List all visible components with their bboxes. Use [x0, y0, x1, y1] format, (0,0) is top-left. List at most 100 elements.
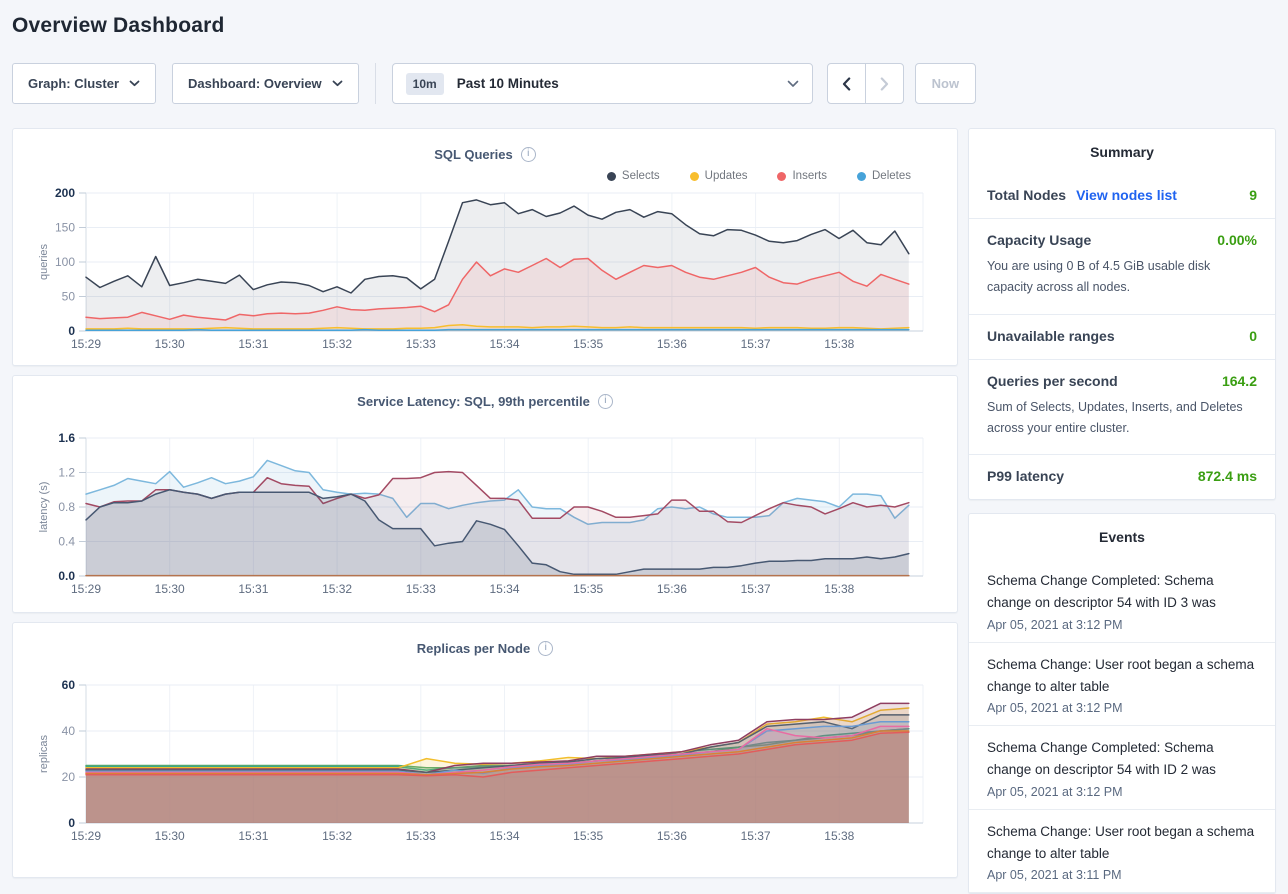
legend-item[interactable]: Selects [606, 170, 660, 182]
chart-title: SQL Queries [434, 146, 513, 162]
svg-text:50: 50 [62, 290, 76, 304]
time-range-selector[interactable]: 10m Past 10 Minutes [391, 63, 813, 104]
graph-dropdown-label: Graph: Cluster [28, 76, 120, 91]
svg-text:latency (s): latency (s) [38, 482, 50, 533]
page-title: Overview Dashboard [12, 14, 225, 37]
legend-dot [777, 171, 787, 181]
chart-title: Replicas per Node [416, 640, 531, 656]
svg-text:150: 150 [55, 221, 75, 235]
time-range-badge: 10m [405, 72, 444, 95]
svg-text:15:30: 15:30 [155, 582, 185, 596]
info-icon[interactable]: i [520, 146, 536, 162]
event-item[interactable]: Schema Change Completed: Schema change o… [969, 726, 1275, 810]
summary-title: Summary [1090, 144, 1154, 160]
summary-row-total-nodes: Total Nodes View nodes list 9 [969, 174, 1275, 219]
replicas-per-node-panel: Replicas per Node i 0 20 40 60 15:29 15:30 15:… [12, 622, 958, 878]
chevron-left-icon [842, 76, 851, 91]
chevron-down-icon [787, 80, 799, 88]
svg-text:15:29: 15:29 [71, 337, 101, 351]
events-title: Events [1099, 529, 1145, 545]
svg-text:15:32: 15:32 [322, 829, 352, 843]
svg-text:1.2: 1.2 [58, 466, 75, 480]
svg-text:queries: queries [38, 243, 50, 280]
svg-text:15:37: 15:37 [741, 337, 771, 351]
charts-column: SQL Queries i Selects Updates Inserts Delet… [12, 128, 958, 878]
time-back-button[interactable] [826, 63, 866, 104]
chart-legend: Selects Updates Inserts Deletes [13, 164, 957, 188]
event-item[interactable]: Schema Change Completed: Schema change o… [969, 559, 1275, 643]
event-message: Schema Change Completed: Schema change o… [987, 573, 1216, 611]
view-nodes-list-link[interactable]: View nodes list [1076, 187, 1177, 203]
event-message: Schema Change: User root began a schema … [987, 823, 1255, 861]
info-icon[interactable]: i [597, 393, 613, 409]
replicas-per-node-chart[interactable]: 0 20 40 60 15:29 15:30 15:31 15:32 15:33 15:34 15:… [13, 680, 957, 846]
legend-label: Inserts [792, 170, 827, 182]
svg-text:15:29: 15:29 [71, 582, 101, 596]
svg-text:15:38: 15:38 [824, 337, 854, 351]
svg-text:15:32: 15:32 [322, 337, 352, 351]
service-latency-chart[interactable]: 0.0 0.4 0.8 1.2 1.6 15:29 15:30 15:31 15:32 15:33… [13, 433, 957, 599]
time-step-buttons [826, 63, 904, 104]
toolbar-divider [374, 63, 376, 104]
svg-text:15:36: 15:36 [657, 582, 687, 596]
svg-text:100: 100 [55, 255, 75, 269]
summary-row-queries-per-second: Queries per second 164.2 Sum of Selects,… [969, 360, 1275, 455]
svg-text:replicas: replicas [38, 735, 50, 773]
svg-text:15:36: 15:36 [657, 337, 687, 351]
svg-text:15:30: 15:30 [155, 829, 185, 843]
svg-text:15:35: 15:35 [573, 337, 603, 351]
event-timestamp: Apr 05, 2021 at 3:12 PM [987, 784, 1123, 799]
queries-per-second-label: Queries per second [987, 372, 1118, 389]
p99-latency-label: P99 latency [987, 468, 1065, 484]
service-latency-panel: Service Latency: SQL, 99th percentile i … [12, 375, 958, 613]
svg-text:40: 40 [62, 724, 76, 738]
legend-dot [857, 171, 866, 181]
graph-dropdown[interactable]: Graph: Cluster [12, 63, 157, 104]
summary-row-p99-latency: P99 latency 872.4 ms [969, 455, 1275, 499]
svg-text:15:30: 15:30 [155, 337, 185, 351]
capacity-usage-value: 0.00% [1217, 232, 1257, 248]
svg-text:15:31: 15:31 [238, 337, 268, 351]
svg-text:15:33: 15:33 [406, 829, 436, 843]
legend-dot [689, 171, 699, 181]
events-list: Schema Change Completed: Schema change o… [969, 559, 1275, 894]
now-button[interactable]: Now [914, 63, 977, 104]
chart-title: Service Latency: SQL, 99th percentile [357, 393, 590, 409]
svg-text:15:31: 15:31 [238, 582, 268, 596]
svg-text:15:33: 15:33 [406, 337, 436, 351]
event-timestamp: Apr 05, 2021 at 3:12 PM [987, 617, 1123, 632]
event-item[interactable]: Schema Change: User root began a schema … [969, 643, 1275, 727]
sql-queries-chart[interactable]: 0 50 100 150 200 15:29 15:30 15:31 15:32 15:33 15:… [13, 188, 957, 354]
svg-text:15:37: 15:37 [741, 829, 771, 843]
time-forward-button[interactable] [864, 63, 904, 104]
svg-text:1.6: 1.6 [58, 433, 75, 445]
events-panel: Events Schema Change Completed: Schema c… [968, 513, 1276, 894]
legend-label: Deletes [872, 170, 911, 182]
legend-item[interactable]: Deletes [857, 170, 911, 182]
unavailable-ranges-label: Unavailable ranges [987, 327, 1115, 344]
legend-item[interactable]: Updates [689, 170, 747, 182]
event-item[interactable]: Schema Change: User root began a schema … [969, 810, 1275, 894]
legend-dot [606, 171, 616, 181]
unavailable-ranges-value: 0 [1249, 327, 1257, 344]
svg-text:15:38: 15:38 [824, 829, 854, 843]
svg-text:15:38: 15:38 [824, 582, 854, 596]
dashboard-dropdown[interactable]: Dashboard: Overview [172, 63, 359, 104]
summary-row-unavailable-ranges: Unavailable ranges 0 [969, 315, 1275, 360]
event-timestamp: Apr 05, 2021 at 3:11 PM [987, 868, 1122, 883]
svg-text:60: 60 [62, 680, 76, 692]
total-nodes-label: Total Nodes [987, 187, 1067, 203]
time-range-label: Past 10 Minutes [456, 76, 559, 91]
dashboard-dropdown-label: Dashboard: Overview [188, 76, 322, 91]
svg-text:15:35: 15:35 [573, 582, 603, 596]
svg-text:15:33: 15:33 [406, 582, 436, 596]
svg-text:200: 200 [55, 188, 75, 200]
sql-queries-panel: SQL Queries i Selects Updates Inserts Delet… [12, 128, 958, 366]
info-icon[interactable]: i [538, 640, 554, 656]
legend-item[interactable]: Inserts [777, 170, 827, 182]
svg-text:15:29: 15:29 [71, 829, 101, 843]
svg-text:15:32: 15:32 [322, 582, 352, 596]
queries-per-second-description: Sum of Selects, Updates, Inserts, and De… [987, 399, 1243, 435]
summary-row-capacity-usage: Capacity Usage 0.00% You are using 0 B o… [969, 219, 1275, 315]
event-message: Schema Change Completed: Schema change o… [987, 740, 1216, 778]
